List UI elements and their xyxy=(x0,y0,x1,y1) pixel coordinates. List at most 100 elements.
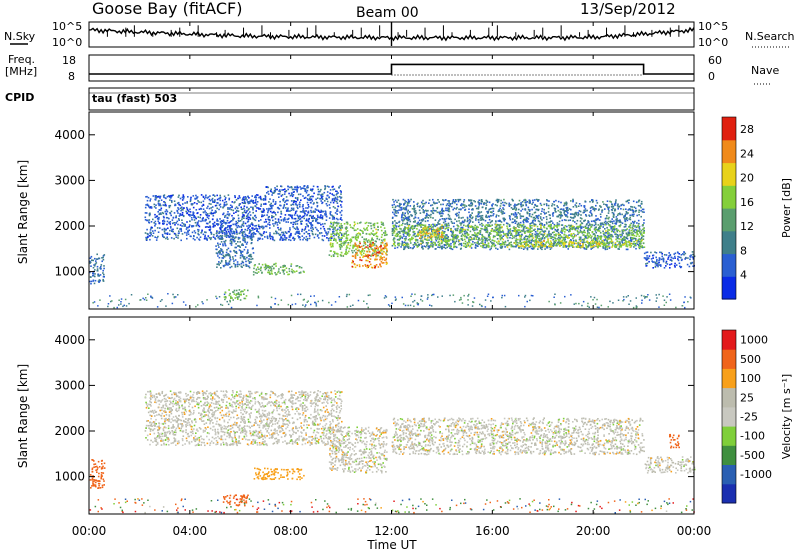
heatmap-cell xyxy=(177,223,179,226)
heatmap-cell xyxy=(528,236,530,238)
heatmap-cell xyxy=(336,208,339,211)
heatmap-cell xyxy=(345,240,347,242)
heatmap-cell xyxy=(565,207,568,209)
heatmap-cell xyxy=(560,231,562,233)
heatmap-cell xyxy=(227,253,229,255)
heatmap-cell xyxy=(215,235,218,237)
heatmap-cell xyxy=(259,195,262,198)
heatmap-cell xyxy=(242,221,245,223)
heatmap-cell xyxy=(219,250,221,252)
heatmap-cell xyxy=(396,228,398,231)
heatmap-cell xyxy=(242,225,245,227)
heatmap-cell xyxy=(366,264,369,267)
heatmap-cell xyxy=(441,215,443,217)
heatmap-cell xyxy=(522,204,524,207)
heatmap-cell xyxy=(370,255,372,257)
heatmap-cell xyxy=(459,222,461,224)
heatmap-cell xyxy=(334,226,336,229)
heatmap-cell xyxy=(270,270,273,272)
heatmap-cell xyxy=(421,207,423,209)
heatmap-cell xyxy=(301,230,303,233)
heatmap-cell xyxy=(340,216,342,219)
heatmap-cell xyxy=(267,190,269,193)
heatmap-cell xyxy=(432,246,434,248)
heatmap-cell xyxy=(316,201,318,204)
heatmap-cell xyxy=(150,221,153,223)
heatmap-cell xyxy=(156,237,158,239)
heatmap-cell xyxy=(396,246,399,249)
heatmap-cell xyxy=(424,238,426,241)
heatmap-cell xyxy=(162,220,164,222)
heatmap-cell xyxy=(157,203,160,205)
heatmap-cell xyxy=(169,199,171,201)
heatmap-cell xyxy=(249,217,252,220)
heatmap-cell xyxy=(166,223,168,226)
heatmap-cell xyxy=(557,209,560,212)
heatmap-cell xyxy=(242,237,244,239)
heatmap-cell xyxy=(615,228,617,231)
heatmap-cell xyxy=(239,299,242,301)
heatmap-cell xyxy=(251,239,253,241)
heatmap-cell xyxy=(230,265,233,268)
heatmap-cell xyxy=(369,258,372,260)
heatmap-cell xyxy=(561,227,563,230)
heatmap-cell xyxy=(360,252,362,255)
heatmap-cell xyxy=(275,213,277,216)
heatmap-cell xyxy=(548,245,550,247)
heatmap-cell xyxy=(274,212,276,214)
heatmap-cell xyxy=(589,211,591,213)
heatmap-cell xyxy=(512,218,514,220)
heatmap-cell xyxy=(573,213,576,216)
heatmap-cell xyxy=(232,291,234,293)
heatmap-cell xyxy=(424,202,426,205)
heatmap-cell xyxy=(418,219,421,222)
heatmap-cell xyxy=(496,238,499,240)
heatmap-cell xyxy=(359,234,362,236)
heatmap-cell xyxy=(407,204,409,207)
heatmap-cell xyxy=(381,239,383,242)
heatmap-cell xyxy=(354,266,357,269)
heatmap-cell xyxy=(296,185,299,188)
heatmap-cell xyxy=(221,238,223,240)
heatmap-cell xyxy=(240,208,243,210)
heatmap-cell xyxy=(589,242,592,245)
heatmap-cell xyxy=(568,208,571,210)
heatmap-cell xyxy=(290,194,293,196)
heatmap-cell xyxy=(512,221,514,224)
heatmap-cell xyxy=(451,239,454,242)
heatmap-cell xyxy=(311,188,314,190)
heatmap-cell xyxy=(480,199,483,201)
heatmap-cell xyxy=(410,214,412,216)
heatmap-cell xyxy=(474,232,476,234)
heatmap-cell xyxy=(188,224,191,226)
heatmap-cell xyxy=(311,195,313,198)
heatmap-cell xyxy=(380,257,383,260)
heatmap-cell xyxy=(308,205,310,208)
heatmap-cell xyxy=(246,236,248,238)
heatmap-cell xyxy=(217,202,219,204)
heatmap-cell xyxy=(520,202,522,204)
heatmap-cell xyxy=(383,251,385,253)
heatmap-cell xyxy=(304,196,307,199)
heatmap-cell xyxy=(198,225,201,228)
heatmap-cell xyxy=(590,226,592,228)
heatmap-cell xyxy=(303,271,305,273)
heatmap-cell xyxy=(372,239,374,241)
heatmap-cell xyxy=(416,245,418,247)
heatmap-cell xyxy=(283,234,286,237)
heatmap-cell xyxy=(604,220,607,223)
heatmap-cell xyxy=(267,265,270,267)
heatmap-cell xyxy=(559,214,561,216)
heatmap-cell xyxy=(395,215,398,217)
heatmap-cell xyxy=(373,224,376,227)
cpid-text: tau (fast) 503 xyxy=(92,92,177,105)
heatmap-cell xyxy=(571,227,574,229)
heatmap-cell xyxy=(222,225,224,227)
heatmap-cell xyxy=(634,220,636,223)
heatmap-cell xyxy=(463,245,465,247)
heatmap-cell xyxy=(261,263,264,266)
heatmap-cell xyxy=(535,234,537,236)
heatmap-cell xyxy=(312,211,314,213)
heatmap-cell xyxy=(373,253,376,255)
heatmap-cell xyxy=(466,220,469,223)
